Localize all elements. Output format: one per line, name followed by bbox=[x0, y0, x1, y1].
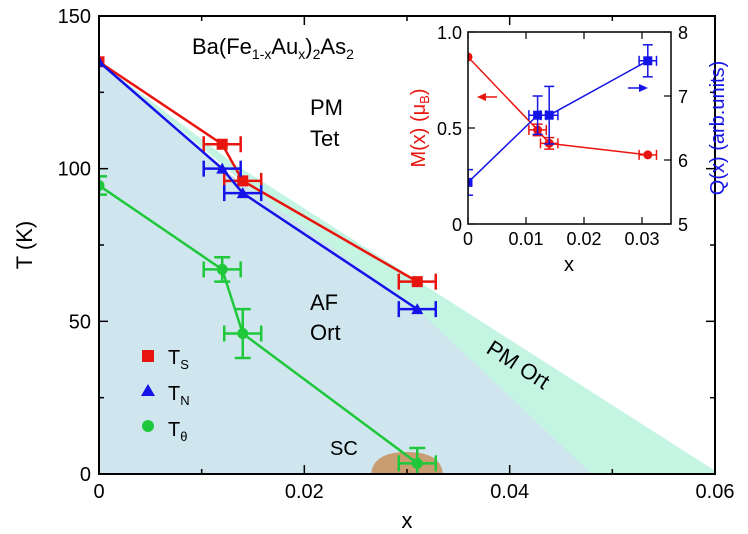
region-label-sc: SC bbox=[330, 438, 358, 460]
inset-y-left-tick-label-0: 0 bbox=[452, 215, 462, 235]
main-series-layer bbox=[99, 55, 437, 474]
series-line-t-theta bbox=[99, 184, 419, 465]
data-point-t-theta bbox=[216, 263, 228, 275]
inset-x-tick-label-0-01: 0.01 bbox=[508, 229, 543, 249]
series-line-t-n bbox=[99, 60, 418, 311]
inset-y-right-label: Q(x) (arb.units) bbox=[707, 61, 729, 195]
inset-axes: 0 0.01 0.02 0.03 0 0.5 1.0 5 6 7 8 bbox=[437, 23, 688, 249]
inset-y-left-label: M(x) (μB) bbox=[408, 88, 432, 167]
data-point-t-s bbox=[216, 138, 228, 150]
inset-series-layer bbox=[468, 44, 658, 196]
y-tick-label-150: 150 bbox=[58, 6, 91, 28]
y-tick-label-50: 50 bbox=[69, 311, 91, 333]
data-point-t-s bbox=[237, 175, 249, 187]
inset-y-left-tick-label-0-5: 0.5 bbox=[437, 119, 462, 139]
data-point-t-n bbox=[216, 162, 229, 174]
y-tick-label-100: 100 bbox=[58, 159, 91, 181]
region-pm-ort bbox=[99, 61, 715, 474]
inset-x-tick-label-0-03: 0.03 bbox=[624, 229, 659, 249]
inset-x-axis-label: x bbox=[564, 254, 574, 276]
inset-line-mx bbox=[468, 56, 648, 156]
inset-point-qx bbox=[468, 177, 473, 187]
inset-point-qx bbox=[643, 56, 653, 66]
x-axis-label: x bbox=[402, 508, 413, 533]
region-label-tet: Tet bbox=[310, 126, 339, 151]
chart-title: Ba(Fe1-xAux)2As2 bbox=[192, 34, 354, 62]
inset-arrows bbox=[477, 84, 648, 101]
legend-label-tn: TN bbox=[168, 383, 190, 408]
region-label-pm-tet: PM bbox=[310, 95, 343, 120]
series-line-t-s bbox=[99, 60, 418, 283]
inset-point-mx bbox=[468, 52, 473, 62]
legend-label-ts: TS bbox=[168, 347, 189, 372]
inset-y-right-tick-label-5: 5 bbox=[678, 215, 688, 235]
y-axis-label: T (K) bbox=[12, 221, 37, 269]
x-tick-label-0-06: 0.06 bbox=[696, 481, 735, 503]
inset-point-mx bbox=[643, 150, 653, 160]
y-tick-label-0: 0 bbox=[80, 464, 91, 486]
data-point-t-theta bbox=[237, 328, 249, 340]
data-point-t-theta bbox=[99, 179, 105, 191]
data-point-t-theta bbox=[411, 457, 423, 469]
inset-y-left-tick-label-1-0: 1.0 bbox=[437, 23, 462, 43]
inset-y-right-tick-label-8: 8 bbox=[678, 23, 688, 43]
region-label-af: AF bbox=[310, 290, 338, 315]
legend: TS TN Tθ bbox=[141, 347, 190, 444]
data-point-t-s bbox=[411, 276, 423, 288]
inset-x-tick-label-0: 0 bbox=[463, 229, 473, 249]
region-af-ort bbox=[99, 61, 592, 474]
inset-y-right-tick-label-6: 6 bbox=[678, 151, 688, 171]
inset-point-qx bbox=[533, 110, 543, 120]
x-tick-label-0-02: 0.02 bbox=[285, 481, 324, 503]
data-point-t-n bbox=[411, 303, 424, 315]
legend-marker-ts bbox=[142, 350, 154, 362]
x-tick-label-0: 0 bbox=[93, 481, 104, 503]
inset-y-right-tick-label-7: 7 bbox=[678, 87, 688, 107]
legend-marker-tn bbox=[141, 384, 155, 396]
legend-label-ttheta: Tθ bbox=[168, 419, 187, 444]
region-label-af-ort: Ort bbox=[310, 320, 341, 345]
inset-x-tick-label-0-02: 0.02 bbox=[566, 229, 601, 249]
inset-point-qx bbox=[544, 110, 554, 120]
x-tick-label-0-04: 0.04 bbox=[490, 481, 529, 503]
data-point-t-n bbox=[99, 55, 105, 67]
legend-marker-ttheta bbox=[142, 420, 154, 432]
inset-background bbox=[468, 32, 671, 224]
data-point-t-n bbox=[236, 187, 249, 199]
